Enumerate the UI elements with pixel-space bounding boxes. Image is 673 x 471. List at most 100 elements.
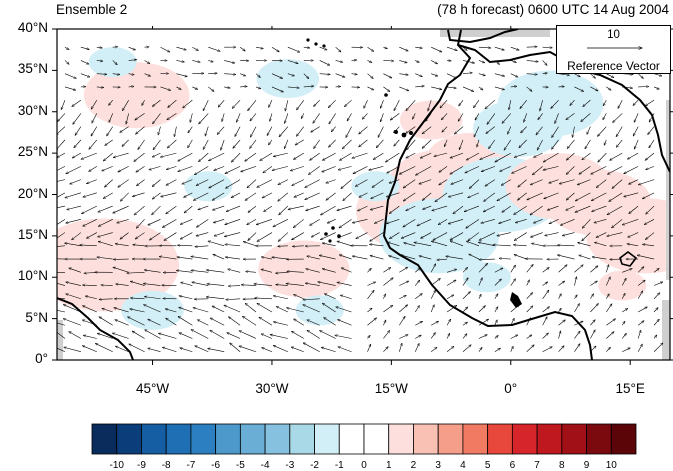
wind-vector xyxy=(478,47,491,48)
wind-vector xyxy=(459,99,464,106)
wind-vector xyxy=(371,192,384,199)
wind-vector xyxy=(113,152,129,157)
wind-vector xyxy=(607,232,623,237)
wind-vector xyxy=(446,346,454,352)
wind-vector xyxy=(542,307,550,313)
anomaly-contour xyxy=(462,262,511,293)
colorbar-swatch xyxy=(363,423,390,455)
wind-vector xyxy=(198,205,209,210)
wind-vector xyxy=(383,268,390,273)
wind-vector xyxy=(549,219,559,223)
wind-vector xyxy=(64,60,69,64)
wind-vector xyxy=(462,292,470,299)
wind-vector xyxy=(621,278,626,286)
wind-vector xyxy=(447,269,457,273)
wind-vector xyxy=(206,297,225,300)
colorbar-label: -5 xyxy=(235,460,245,471)
colorbar-swatch xyxy=(239,423,266,455)
wind-vector xyxy=(558,294,562,299)
wind-vector xyxy=(225,219,241,224)
wind-vector xyxy=(128,86,134,87)
wind-vector xyxy=(591,166,607,174)
wind-vector xyxy=(431,241,448,247)
wind-vector xyxy=(198,152,209,162)
wind-vector xyxy=(160,152,177,157)
colorbar-label: 6 xyxy=(509,460,516,471)
anomaly-contour xyxy=(399,100,463,140)
colorbar-swatch xyxy=(289,423,315,455)
wind-vector xyxy=(469,179,480,189)
wind-vector xyxy=(294,319,304,326)
wind-vector xyxy=(504,139,512,150)
wind-vector xyxy=(373,152,384,159)
wind-vector xyxy=(335,60,343,62)
wind-vector xyxy=(356,232,368,239)
wind-vector xyxy=(313,113,320,123)
wind-vector xyxy=(224,305,241,313)
wind-vector xyxy=(642,244,655,247)
wind-vector xyxy=(64,73,76,79)
wind-vector xyxy=(180,219,193,224)
wind-vector xyxy=(224,74,236,75)
wind-vector xyxy=(500,166,511,171)
wind-vector xyxy=(590,281,597,286)
wind-vector xyxy=(184,205,193,213)
wind-vector xyxy=(239,331,257,339)
wind-vector xyxy=(303,47,310,48)
wind-vector xyxy=(64,347,81,353)
wind-vector xyxy=(351,60,357,61)
wind-vector xyxy=(307,320,320,326)
wind-vector xyxy=(494,86,505,90)
wind-vector xyxy=(372,179,384,188)
wind-vector xyxy=(242,316,257,326)
wind-vector xyxy=(606,73,614,78)
wind-vector xyxy=(66,282,81,286)
wind-vector xyxy=(181,282,193,286)
wind-vector xyxy=(430,290,435,299)
wind-vector xyxy=(487,113,496,124)
wind-vector xyxy=(308,166,320,174)
wind-vector xyxy=(102,308,113,313)
wind-vector xyxy=(598,152,607,162)
wind-vector xyxy=(526,335,532,339)
wind-vector xyxy=(267,126,273,136)
wind-vector xyxy=(628,232,639,238)
wind-vector xyxy=(530,179,543,185)
wind-vector xyxy=(192,60,200,62)
wind-vector xyxy=(188,139,193,148)
wind-vector xyxy=(57,113,66,121)
south-america-coast xyxy=(57,297,134,360)
wind-vector xyxy=(115,320,129,326)
wind-vector xyxy=(130,281,145,286)
longitude-label: 15°W xyxy=(374,381,408,396)
wind-vector xyxy=(203,100,209,111)
wind-vector xyxy=(383,347,388,352)
latitude-label: 35°N xyxy=(17,61,48,77)
wind-vector xyxy=(448,219,464,223)
wind-vector xyxy=(478,319,489,326)
wind-vector xyxy=(239,73,246,76)
wind-vector xyxy=(208,152,225,161)
canary-islands xyxy=(394,130,413,138)
wind-vector xyxy=(542,333,549,339)
wind-vector xyxy=(134,205,145,215)
colorbar-label: 0 xyxy=(361,460,367,471)
wind-vector xyxy=(243,242,257,247)
wind-vector xyxy=(627,152,639,159)
wind-vector xyxy=(515,219,527,222)
wind-vector xyxy=(311,232,320,237)
wind-vector xyxy=(117,219,129,223)
wind-vector xyxy=(446,73,456,79)
wind-vector xyxy=(178,166,193,171)
wind-vector xyxy=(612,219,623,228)
wind-vector xyxy=(212,205,225,210)
wind-vector xyxy=(480,152,495,159)
wind-vector xyxy=(273,322,288,326)
wind-vector xyxy=(581,113,591,121)
wind-vector xyxy=(262,348,273,353)
wind-vector xyxy=(616,139,623,147)
wind-vector xyxy=(128,46,136,50)
colorbar-swatch xyxy=(511,423,538,455)
wind-vector xyxy=(314,139,320,149)
wind-vector xyxy=(367,290,374,299)
